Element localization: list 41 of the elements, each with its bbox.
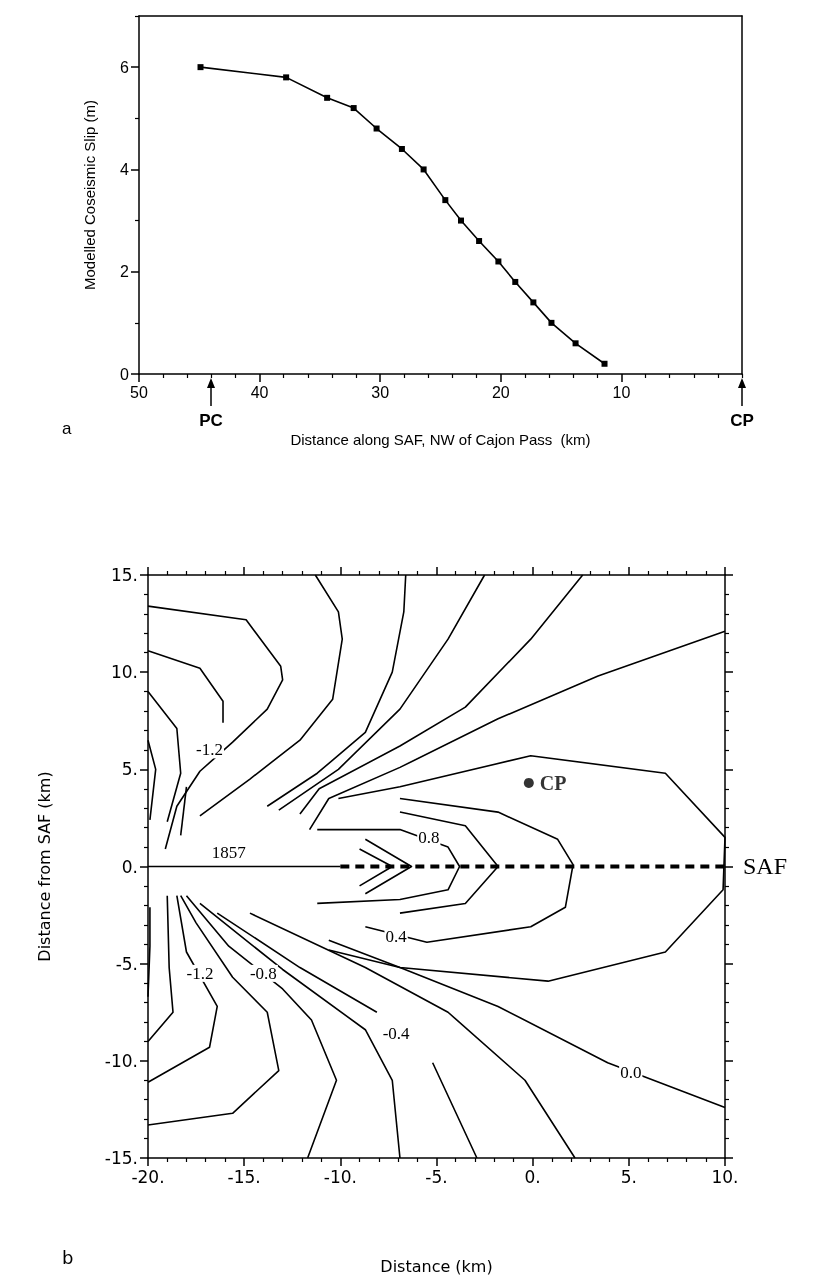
annotation: 0.4 [385, 926, 408, 946]
y-tick-label: 0 [120, 365, 130, 383]
annotation: -1.2 [196, 740, 224, 760]
text: b [62, 1246, 74, 1268]
y-tick-label: 6 [120, 58, 130, 76]
x-tick-label: 10 [612, 383, 631, 401]
annotation: -0.4 [382, 1024, 411, 1044]
x-tick-label: 50 [130, 383, 148, 401]
y-tick-label: -5. [115, 953, 138, 974]
annotation: 1857 [211, 843, 247, 863]
x-tick-label: 0. [524, 1166, 541, 1187]
y-axis-title: Modelled Coseismic Slip (m) [81, 99, 98, 291]
x-tick-label: 20 [491, 383, 510, 401]
text: PC [199, 411, 223, 430]
y-tick-label: -10. [104, 1050, 138, 1071]
x-tick-label: 10. [711, 1166, 739, 1187]
x-tick-label: 40 [250, 383, 269, 401]
text: a [62, 419, 72, 438]
y-tick-label: 10. [110, 662, 138, 683]
y-axis-title: Distance from SAF (km) [34, 771, 54, 962]
y-tick-label: 4 [120, 160, 130, 178]
annotation: -1.2 [186, 963, 214, 983]
y-tick-label: -15. [104, 1148, 138, 1168]
series-label: CP [539, 771, 567, 794]
annotation: -0.8 [249, 963, 277, 983]
x-axis-title: Distance (km) [380, 1256, 493, 1276]
x-tick-label: -15. [227, 1166, 261, 1187]
text: CP [730, 411, 754, 430]
x-tick-label: 5. [620, 1166, 637, 1187]
x-axis-title: Distance along SAF, NW of Cajon Pass (km) [290, 431, 591, 448]
annotation: 0.0 [620, 1062, 642, 1082]
x-tick-label: -5. [425, 1166, 448, 1187]
y-tick-label: 5. [121, 759, 138, 780]
text: SAF [743, 853, 788, 879]
x-tick-label: -20. [131, 1166, 165, 1187]
x-tick-label: 30 [371, 383, 390, 401]
y-tick-label: 15. [110, 565, 138, 585]
annotation: 0.8 [418, 827, 440, 847]
x-tick-label: -10. [323, 1166, 357, 1187]
y-tick-label: 2 [120, 263, 130, 281]
y-tick-label: 0. [121, 856, 138, 877]
